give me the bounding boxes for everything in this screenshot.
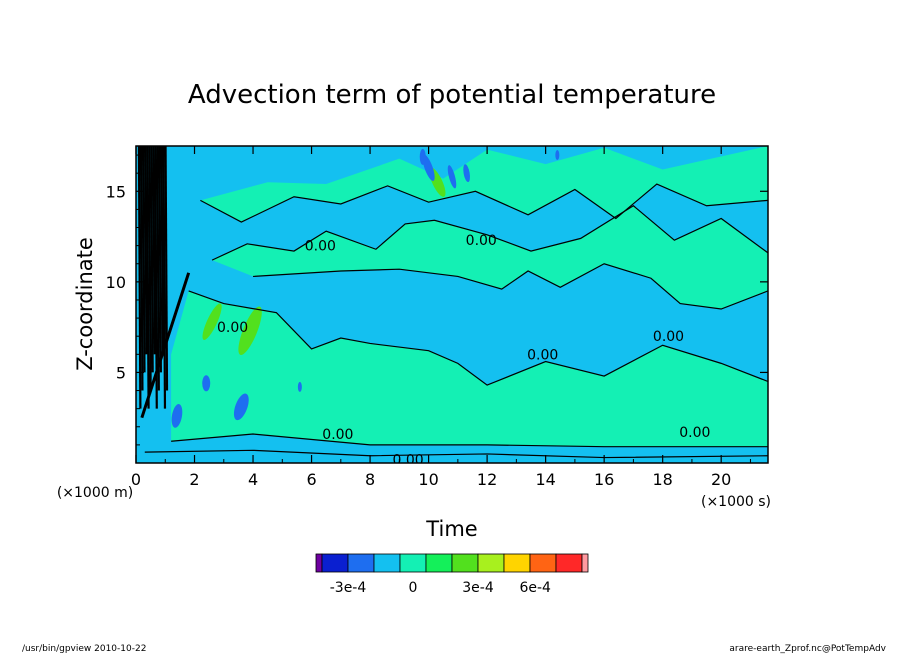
- negative-streak: [233, 393, 249, 421]
- chart-title: Advection term of potential temperature: [188, 80, 716, 110]
- y-unit-label: (×1000 m): [57, 485, 133, 501]
- contour-label: 0.00: [527, 347, 558, 363]
- x-tick-label: 14: [535, 470, 555, 489]
- contour-lines: [137, 146, 768, 459]
- negative-streak: [297, 381, 302, 392]
- x-tick-label: 16: [594, 470, 614, 489]
- contour-line: [171, 433, 768, 448]
- x-tick-label: 18: [652, 470, 672, 489]
- x-axis: 0 2 4 6 8 10 12 14 16 18 20: [131, 146, 751, 489]
- dense-contour-line: [148, 146, 152, 391]
- contour-label: 0.00: [217, 320, 248, 336]
- x-tick-label: 8: [365, 470, 375, 489]
- footer-left: /usr/bin/gpview 2010-10-22: [22, 644, 146, 654]
- dense-contour-line: [154, 146, 158, 409]
- x-tick-label: 12: [477, 470, 497, 489]
- contour-line: [211, 205, 768, 261]
- dense-contour-line: [164, 146, 169, 391]
- colorbar-tick-label: 3e-4: [462, 580, 494, 596]
- y-tick-label: 15: [106, 182, 126, 201]
- strong-positive-streak: [238, 306, 262, 356]
- y-tick-label: 10: [106, 273, 126, 292]
- colorbar-tick-label: -3e-4: [330, 580, 367, 596]
- x-tick-label: 2: [189, 470, 199, 489]
- negative-streak: [463, 164, 470, 183]
- x-tick-label: 20: [711, 470, 731, 489]
- negative-streak: [171, 404, 183, 428]
- contour-line: [188, 290, 768, 386]
- plot-frame: [135, 145, 769, 464]
- colorbar: -3e-4 0 3e-4 6e-4: [315, 553, 589, 596]
- y-axis: 5 10 15: [106, 154, 768, 446]
- colorbar-tick-label: 0: [409, 580, 418, 596]
- contour-line: [200, 183, 768, 223]
- contour-line: [252, 263, 768, 310]
- colorbar-swatch: [425, 553, 453, 573]
- contour-labels: 0.00 0.00 0.00 0.00 0.00 0.00 0.00 0.00: [217, 233, 710, 468]
- y-axis-label: Z-coordinate: [73, 237, 97, 371]
- y-tick-label: 5: [116, 363, 126, 382]
- negative-streak: [422, 154, 435, 181]
- contour-label: 0.00: [466, 233, 497, 249]
- plot-area: 0.00 0.00 0.00 0.00 0.00 0.00 0.00 0.00: [135, 145, 769, 468]
- colorbar-swatch: [347, 553, 375, 573]
- x-tick-label: 10: [418, 470, 438, 489]
- colorbar-swatch: [555, 553, 583, 573]
- colorbar-swatch: [503, 553, 531, 573]
- x-tick-label: 4: [248, 470, 258, 489]
- positive-band-mid: [212, 205, 768, 310]
- contour-label: 0.00: [393, 452, 424, 468]
- dense-contour-line: [141, 146, 146, 373]
- x-tick-label: 0: [131, 470, 141, 489]
- dense-contour-region: [137, 146, 191, 419]
- dense-contour-line: [137, 146, 142, 409]
- dense-contour-line: [143, 146, 148, 355]
- negative-streak: [555, 150, 560, 161]
- colorbar-swatch: [315, 553, 323, 573]
- colorbar-swatch: [529, 553, 557, 573]
- dense-contour-line: [150, 146, 154, 373]
- negative-streak: [202, 375, 211, 392]
- colorbar-swatch: [581, 553, 589, 573]
- colorbar-swatch: [477, 553, 505, 573]
- dense-contour-line: [146, 146, 150, 409]
- x-axis-label: Time: [425, 517, 477, 541]
- dense-contour-line: [160, 146, 165, 355]
- dense-contour-line: [162, 146, 167, 409]
- x-tick-label: 6: [306, 470, 316, 489]
- contour-label: 0.00: [679, 425, 710, 441]
- dense-contour-line: [158, 146, 162, 373]
- positive-band-lower: [171, 290, 768, 447]
- strong-positive-streak: [202, 303, 222, 340]
- dense-contour-line: [140, 272, 191, 419]
- dense-contour-line: [152, 146, 156, 355]
- contour-line: [144, 449, 768, 459]
- colorbar-swatch: [321, 553, 349, 573]
- dense-contour-line: [139, 146, 144, 391]
- colorbar-swatch: [373, 553, 401, 573]
- colorbar-swatch: [399, 553, 427, 573]
- x-unit-label: (×1000 s): [701, 494, 771, 510]
- dense-contour-line: [156, 146, 160, 391]
- colorbar-swatch: [451, 553, 479, 573]
- contour-label: 0.00: [305, 239, 336, 255]
- contour-label: 0.00: [322, 427, 353, 443]
- footer-right: arare-earth_Zprof.nc@PotTempAdv: [729, 644, 886, 654]
- colorbar-tick-label: 6e-4: [519, 580, 551, 596]
- contour-label: 0.00: [653, 329, 684, 345]
- negative-streak: [447, 165, 457, 189]
- negative-streak: [419, 148, 426, 165]
